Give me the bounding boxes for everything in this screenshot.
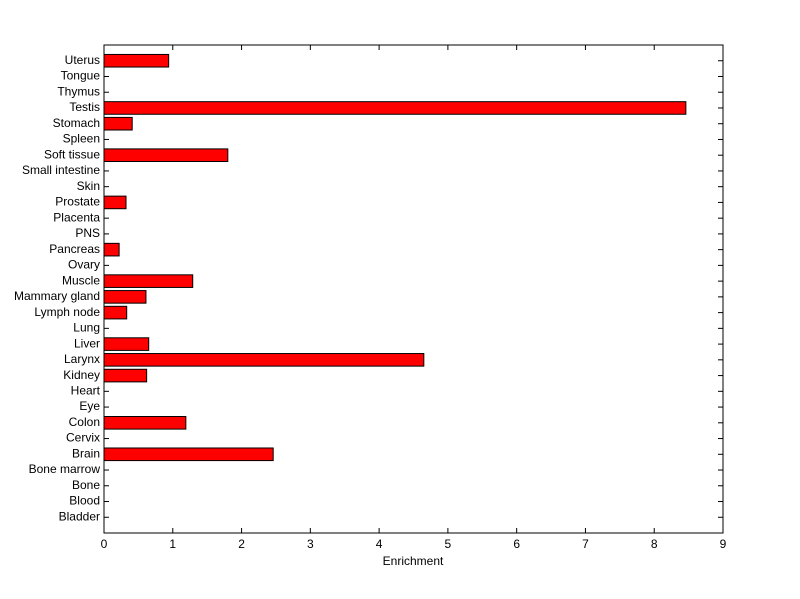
x-tick-label: 3: [307, 537, 314, 551]
y-tick-label: Colon: [69, 415, 100, 429]
y-tick-label: Placenta: [53, 210, 100, 224]
bar: [103, 353, 425, 367]
y-tick-label: Heart: [71, 383, 101, 397]
bar: [103, 242, 120, 257]
bar: [103, 337, 150, 351]
bar: [103, 290, 147, 304]
y-tick-label: Brain: [72, 446, 100, 460]
y-tick-label: Bone marrow: [29, 462, 101, 476]
y-tick-label: Small intestine: [22, 163, 100, 177]
x-tick-label: 7: [582, 537, 589, 551]
y-tick-label: Skin: [77, 179, 100, 193]
x-axis-label: Enrichment: [383, 554, 444, 568]
bar: [103, 416, 187, 430]
bar: [103, 148, 229, 162]
y-tick-label: Stomach: [53, 116, 100, 130]
y-tick-label: Tongue: [61, 69, 101, 83]
y-tick-label: Soft tissue: [44, 147, 100, 161]
y-tick-label: Pancreas: [49, 242, 100, 256]
y-tick-label: Kidney: [63, 368, 100, 382]
y-tick-label: Spleen: [63, 132, 100, 146]
bar: [103, 195, 127, 210]
x-tick-label: 0: [101, 537, 108, 551]
y-tick-label: Bladder: [59, 509, 100, 523]
y-tick-label: Uterus: [65, 53, 100, 67]
x-tick-label: 6: [513, 537, 520, 551]
x-tick-label: 4: [376, 537, 383, 551]
y-tick-label: Lung: [73, 321, 100, 335]
x-tick-label: 9: [720, 537, 727, 551]
x-tick-label: 1: [169, 537, 176, 551]
bar: [103, 274, 194, 288]
y-tick-label: Bone: [72, 478, 100, 492]
y-tick-label: PNS: [75, 226, 100, 240]
bar: [103, 447, 274, 462]
y-tick-label: Thymus: [57, 84, 100, 98]
bar: [103, 368, 148, 383]
x-tick-label: 5: [445, 537, 452, 551]
x-tick-label: 8: [651, 537, 658, 551]
y-tick-label: Blood: [69, 494, 100, 508]
y-tick-label: Prostate: [55, 195, 100, 209]
y-tick-label: Ovary: [68, 258, 100, 272]
y-tick-label: Cervix: [66, 431, 100, 445]
y-tick-label: Muscle: [62, 273, 100, 287]
bar: [103, 53, 170, 68]
y-tick-label: Eye: [79, 399, 100, 413]
bar: [103, 101, 687, 115]
y-tick-label: Larynx: [64, 352, 100, 366]
x-tick-label: 2: [238, 537, 245, 551]
y-tick-label: Liver: [74, 336, 100, 350]
y-tick-label: Lymph node: [34, 305, 100, 319]
y-tick-label: Testis: [69, 100, 100, 114]
bar: [103, 116, 133, 131]
bar: [103, 305, 128, 320]
y-tick-label: Mammary gland: [14, 289, 100, 303]
